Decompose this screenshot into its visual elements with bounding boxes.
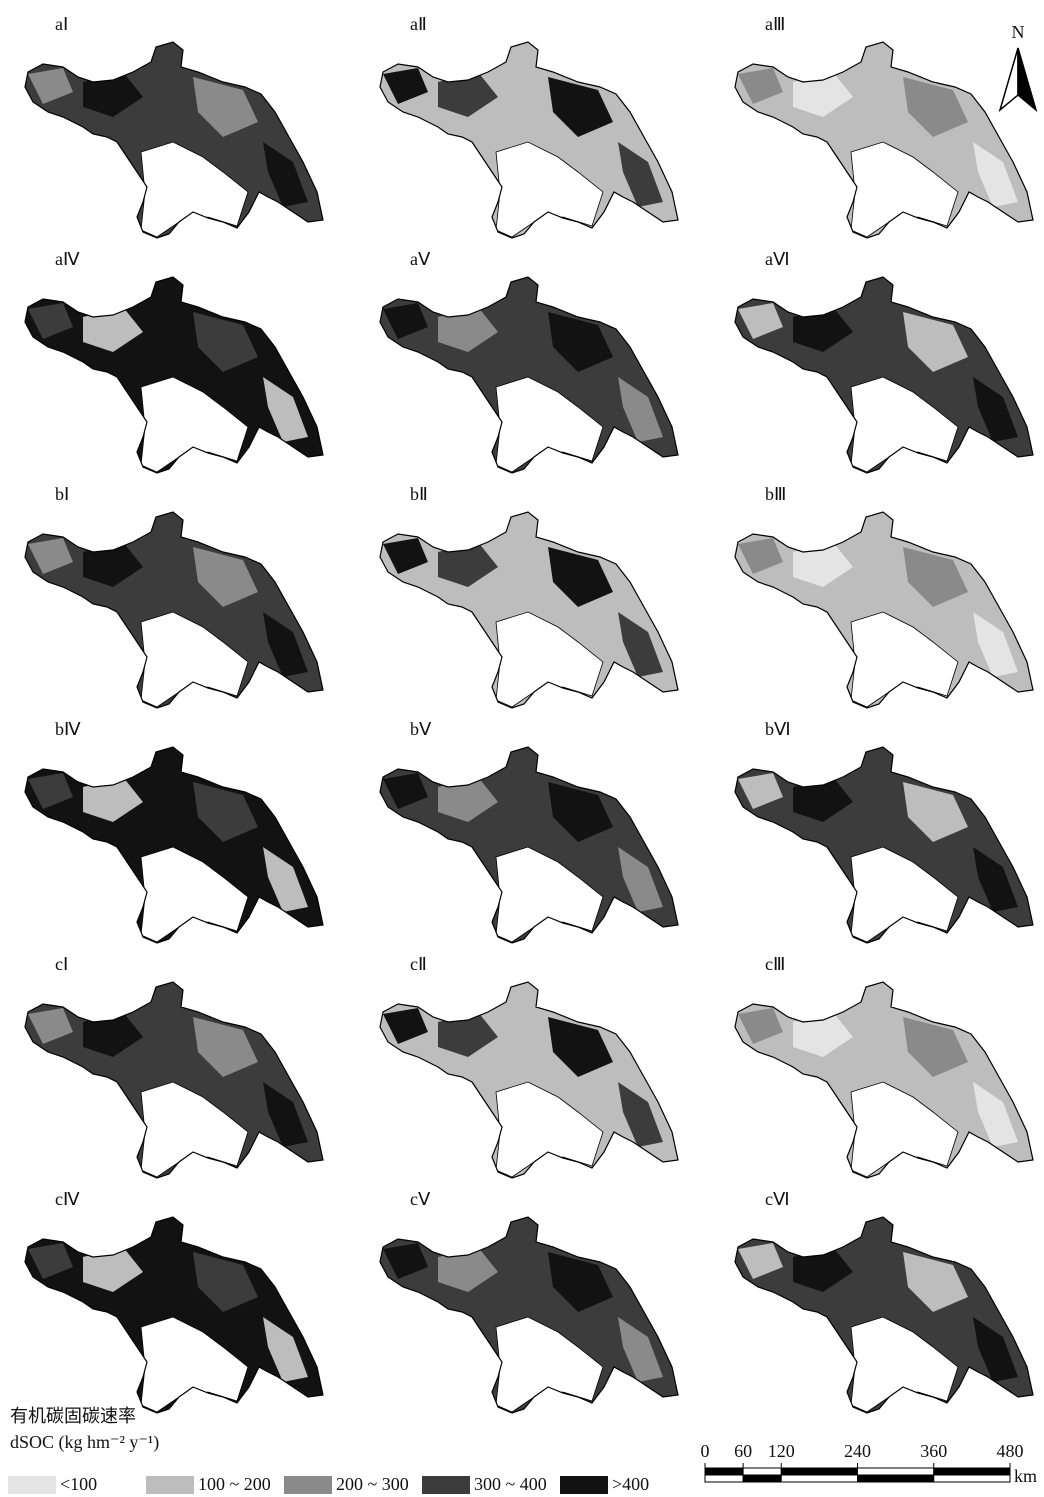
panel-label: cⅥ <box>765 1189 790 1209</box>
panel-label: bⅤ <box>410 719 432 739</box>
panel-label: cⅠ <box>55 954 68 974</box>
scale-seg <box>705 1475 743 1482</box>
map-panel: aⅣ <box>25 249 323 473</box>
panel-label: bⅢ <box>765 484 786 504</box>
legend-subtitle: dSOC (kg hm⁻² y⁻¹) <box>10 1432 159 1453</box>
map-panel: aⅡ <box>380 14 678 238</box>
panel-label: aⅤ <box>410 249 431 269</box>
scale-label: 60 <box>734 1441 752 1461</box>
panel-label: aⅥ <box>765 249 790 269</box>
map-panel: bⅥ <box>735 719 1033 943</box>
panel-label: bⅠ <box>55 484 69 504</box>
scale-seg <box>743 1468 781 1475</box>
scale-label: 0 <box>701 1441 710 1461</box>
north-arrow-left <box>1000 48 1018 110</box>
legend-title: 有机碳固碳速率 <box>10 1406 136 1426</box>
figure: N 有机碳固碳速率 dSOC (kg hm⁻² y⁻¹) aⅠ aⅡ aⅢ aⅣ aⅤ a… <box>0 0 1044 1497</box>
map-panel: bⅡ <box>380 484 678 708</box>
panel-label: cⅤ <box>410 1189 431 1209</box>
north-arrow: N <box>1000 22 1036 110</box>
map-panel: cⅣ <box>25 1189 323 1413</box>
scale-unit: km <box>1014 1466 1037 1486</box>
legend-swatch <box>422 1476 470 1494</box>
panel-label: aⅣ <box>55 249 80 269</box>
legend-swatch <box>8 1476 56 1494</box>
legend-label: >400 <box>612 1474 649 1494</box>
panel-label: bⅣ <box>55 719 81 739</box>
map-panel: aⅤ <box>380 249 678 473</box>
map-panel: cⅡ <box>380 954 678 1178</box>
legend-label: 300 ~ 400 <box>474 1474 547 1494</box>
scale-seg <box>858 1468 934 1475</box>
map-panel: aⅠ <box>25 14 323 238</box>
scale-seg <box>858 1475 934 1482</box>
north-label: N <box>1012 22 1025 42</box>
scale-label: 120 <box>768 1441 795 1461</box>
legend-label: <100 <box>60 1474 97 1494</box>
panel-label: cⅡ <box>410 954 427 974</box>
map-panel: aⅢ <box>735 14 1033 238</box>
legend-swatch <box>560 1476 608 1494</box>
legend-label: 200 ~ 300 <box>336 1474 409 1494</box>
scale-seg <box>705 1468 743 1475</box>
map-panel: aⅥ <box>735 249 1033 473</box>
legend-label: 100 ~ 200 <box>198 1474 271 1494</box>
panel-label: bⅡ <box>410 484 428 504</box>
north-arrow-right <box>1018 48 1036 110</box>
map-panel: bⅢ <box>735 484 1033 708</box>
panel-label: aⅡ <box>410 14 427 34</box>
panel-label: aⅢ <box>765 14 785 34</box>
scale-seg <box>781 1468 857 1475</box>
panel-label: bⅥ <box>765 719 791 739</box>
map-panel: cⅥ <box>735 1189 1033 1413</box>
map-panel: bⅣ <box>25 719 323 943</box>
panel-label: aⅠ <box>55 14 68 34</box>
scale-label: 360 <box>920 1441 947 1461</box>
panel-label: cⅣ <box>55 1189 80 1209</box>
scale-label: 240 <box>844 1441 871 1461</box>
scale-seg <box>781 1475 857 1482</box>
map-panel: cⅢ <box>735 954 1033 1178</box>
scale-label: 480 <box>997 1441 1024 1461</box>
panel-label: cⅢ <box>765 954 785 974</box>
map-panel: cⅤ <box>380 1189 678 1413</box>
map-panel: cⅠ <box>25 954 323 1178</box>
scale-seg <box>743 1475 781 1482</box>
map-panel: bⅤ <box>380 719 678 943</box>
legend-swatch <box>146 1476 194 1494</box>
scale-seg <box>934 1475 1010 1482</box>
scale-seg <box>934 1468 1010 1475</box>
legend-swatch <box>284 1476 332 1494</box>
map-panel: bⅠ <box>25 484 323 708</box>
